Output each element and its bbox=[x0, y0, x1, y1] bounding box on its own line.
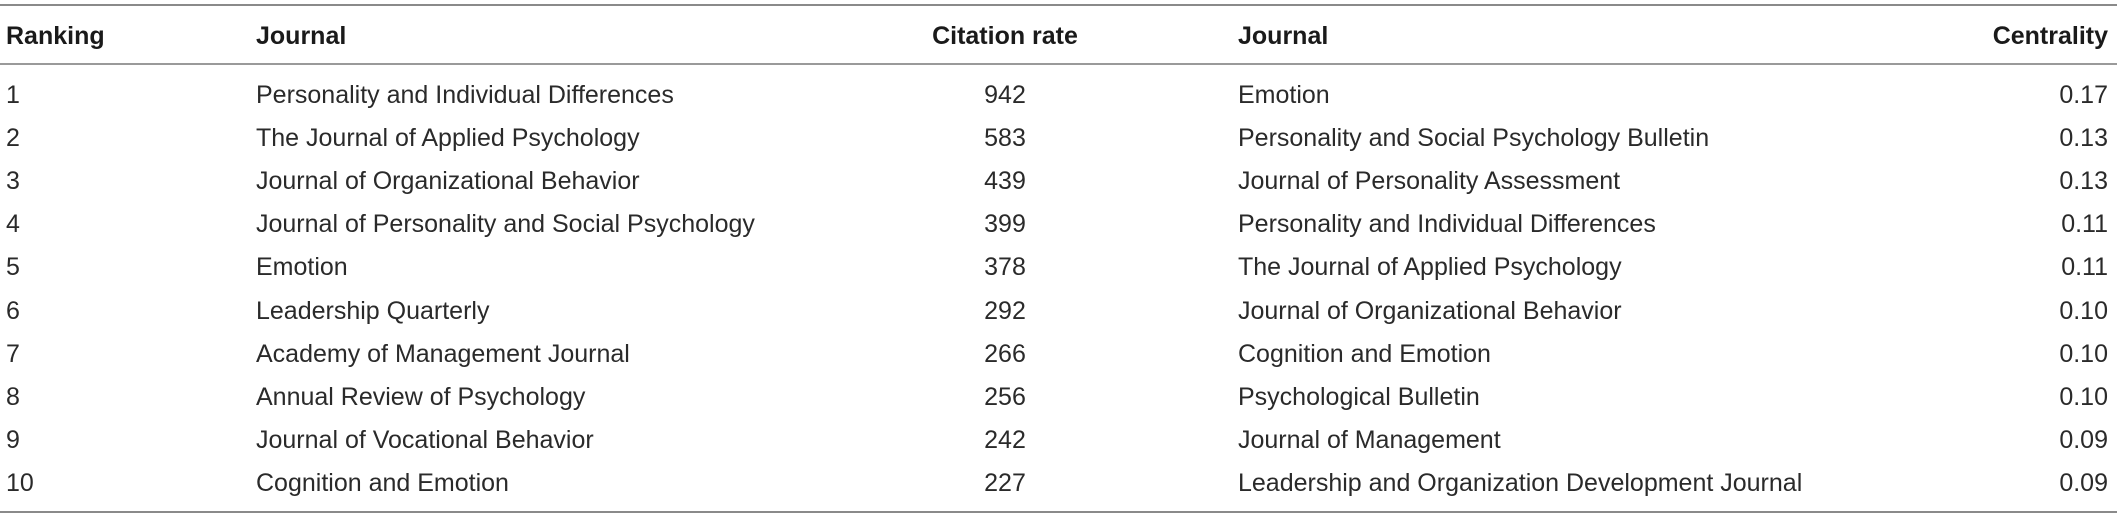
cell-journal-citation: Leadership Quarterly bbox=[256, 296, 490, 325]
table-row: 7 Academy of Management Journal 266 Cogniti… bbox=[0, 333, 2117, 376]
cell-journal-centrality: Journal of Management bbox=[1238, 425, 1501, 454]
header-citation-rate: Citation rate bbox=[932, 22, 1078, 50]
table-row: 10 Cognition and Emotion 227 Leadership and… bbox=[0, 462, 2117, 505]
table-row: 6 Leadership Quarterly 292 Journal of Organ… bbox=[0, 290, 2117, 333]
header-centrality: Centrality bbox=[1992, 22, 2108, 50]
cell-centrality: 0.09 bbox=[2059, 425, 2108, 454]
cell-journal-centrality: Journal of Organizational Behavior bbox=[1238, 296, 1622, 325]
cell-centrality: 0.10 bbox=[2059, 382, 2108, 411]
cell-journal-citation: The Journal of Applied Psychology bbox=[256, 124, 640, 153]
cell-citation-rate: 378 bbox=[984, 253, 1026, 282]
cell-journal-citation: Journal of Personality and Social Psycho… bbox=[256, 210, 755, 239]
cell-ranking: 2 bbox=[6, 124, 20, 153]
table-top-rule bbox=[0, 4, 2117, 6]
table-row: 8 Annual Review of Psychology 256 Psycholog… bbox=[0, 376, 2117, 419]
cell-citation-rate: 242 bbox=[984, 425, 1026, 454]
table-header-row: Ranking Journal Citation rate Journal Ce… bbox=[0, 14, 2117, 58]
cell-citation-rate: 583 bbox=[984, 124, 1026, 153]
cell-centrality: 0.11 bbox=[2061, 253, 2108, 282]
cell-ranking: 7 bbox=[6, 339, 20, 368]
table-row: 1 Personality and Individual Differences 9… bbox=[0, 74, 2117, 117]
cell-ranking: 8 bbox=[6, 382, 20, 411]
table-row: 4 Journal of Personality and Social Psych… bbox=[0, 203, 2117, 246]
cell-citation-rate: 292 bbox=[984, 296, 1026, 325]
cell-journal-centrality: Journal of Personality Assessment bbox=[1238, 167, 1621, 196]
cell-citation-rate: 266 bbox=[984, 339, 1026, 368]
cell-ranking: 6 bbox=[6, 296, 20, 325]
table-bottom-rule bbox=[0, 511, 2117, 513]
cell-citation-rate: 256 bbox=[984, 382, 1026, 411]
cell-citation-rate: 439 bbox=[984, 167, 1026, 196]
cell-citation-rate: 942 bbox=[984, 81, 1026, 109]
cell-ranking: 10 bbox=[6, 468, 34, 497]
cell-journal-centrality: The Journal of Applied Psychology bbox=[1238, 253, 1622, 282]
cell-journal-citation: Cognition and Emotion bbox=[256, 468, 509, 497]
cell-journal-centrality: Cognition and Emotion bbox=[1238, 339, 1491, 368]
cell-centrality: 0.09 bbox=[2059, 468, 2108, 497]
cell-ranking: 5 bbox=[6, 253, 20, 282]
table-row: 9 Journal of Vocational Behavior 242 Journa… bbox=[0, 419, 2117, 462]
table-row: 5 Emotion 378 The Journal of Applied Psycho… bbox=[0, 246, 2117, 289]
cell-centrality: 0.11 bbox=[2061, 210, 2108, 239]
cell-centrality: 0.13 bbox=[2059, 167, 2108, 196]
cell-journal-citation: Personality and Individual Differences bbox=[256, 81, 674, 109]
table-header-rule bbox=[0, 63, 2117, 65]
cell-centrality: 0.10 bbox=[2059, 296, 2108, 325]
header-ranking: Ranking bbox=[6, 22, 105, 50]
cell-journal-centrality: Emotion bbox=[1238, 81, 1330, 109]
cell-centrality: 0.13 bbox=[2059, 124, 2108, 153]
cell-journal-citation: Emotion bbox=[256, 253, 348, 282]
table-row: 3 Journal of Organizational Behavior 439 Jo… bbox=[0, 160, 2117, 203]
cell-citation-rate: 399 bbox=[984, 210, 1026, 239]
cell-journal-citation: Journal of Organizational Behavior bbox=[256, 167, 640, 196]
cell-journal-centrality: Personality and Individual Differences bbox=[1238, 210, 1656, 239]
cell-ranking: 3 bbox=[6, 167, 20, 196]
cell-journal-citation: Annual Review of Psychology bbox=[256, 382, 586, 411]
cell-ranking: 9 bbox=[6, 425, 20, 454]
cell-journal-citation: Journal of Vocational Behavior bbox=[256, 425, 594, 454]
cell-centrality: 0.17 bbox=[2059, 81, 2108, 109]
table-row: 2 The Journal of Applied Psychology 583 Per… bbox=[0, 117, 2117, 160]
header-journal-centrality: Journal bbox=[1238, 22, 1329, 50]
cell-ranking: 1 bbox=[6, 81, 20, 109]
cell-journal-centrality: Personality and Social Psychology Bullet… bbox=[1238, 124, 1710, 153]
cell-journal-centrality: Leadership and Organization Development … bbox=[1238, 468, 1803, 497]
cell-ranking: 4 bbox=[6, 210, 20, 239]
cell-citation-rate: 227 bbox=[984, 468, 1026, 497]
cell-journal-citation: Academy of Management Journal bbox=[256, 339, 630, 368]
cell-journal-centrality: Psychological Bulletin bbox=[1238, 382, 1480, 411]
cell-centrality: 0.10 bbox=[2059, 339, 2108, 368]
header-journal-citation: Journal bbox=[256, 22, 347, 50]
